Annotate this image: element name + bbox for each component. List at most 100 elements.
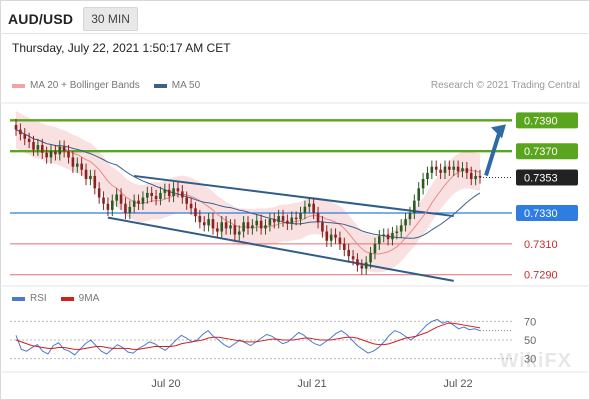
candle-body	[439, 169, 442, 173]
candle-body	[172, 188, 175, 196]
candle-body	[111, 200, 114, 210]
legend-item-9ma: 9MA	[60, 293, 99, 304]
candle-body	[469, 172, 473, 180]
candle-body	[369, 253, 372, 263]
candle-body	[106, 203, 110, 210]
candle-body	[198, 216, 202, 223]
x-tick-label-0: Jul 20	[151, 378, 180, 390]
candle-body	[399, 225, 403, 232]
candle-body	[443, 166, 447, 173]
candle-body	[150, 192, 153, 196]
candle-body	[360, 265, 364, 269]
candle-body	[395, 231, 399, 234]
legend-item-ma20: MA 20 + Bollinger Bands	[12, 80, 140, 91]
candle-body	[32, 141, 35, 150]
candle-body	[391, 233, 394, 240]
candle-body	[27, 138, 31, 142]
ma50-swatch-icon	[153, 83, 167, 88]
candle-body	[347, 250, 350, 257]
candle-body	[259, 220, 263, 229]
candle-body	[294, 217, 298, 220]
candle-body	[211, 219, 215, 229]
level-label-3: 0.7330	[524, 208, 558, 220]
candle-body	[338, 237, 342, 244]
candle-body	[176, 188, 180, 192]
candle-body	[75, 163, 79, 167]
candle-body	[382, 234, 385, 237]
candle-body	[417, 188, 421, 201]
candle-body	[146, 192, 149, 198]
forecast-arrow-icon	[491, 124, 506, 139]
legend-label-ma50: MA 50	[171, 80, 201, 91]
rsi-series-1	[15, 322, 481, 350]
candle-body	[154, 196, 158, 200]
candle-body	[421, 179, 425, 189]
level-label-0: 0.7390	[524, 115, 558, 127]
candle-body	[216, 228, 219, 232]
9ma-swatch-icon	[60, 296, 74, 301]
candle-body	[373, 243, 377, 254]
candle-body	[413, 200, 416, 213]
forecast-arrow-shaft	[484, 129, 502, 177]
candle-body	[97, 188, 101, 198]
legend-label-rsi: RSI	[30, 293, 47, 304]
candle-body	[181, 191, 184, 198]
candle-body	[67, 151, 70, 158]
candle-body	[45, 152, 48, 158]
rsi-series-0	[15, 318, 481, 356]
candle-body	[325, 231, 329, 241]
candle-body	[246, 222, 250, 229]
level-label-1: 0.7370	[524, 146, 558, 158]
candle-body	[224, 222, 228, 229]
candle-body	[242, 222, 245, 232]
ma50-line	[15, 129, 481, 239]
candle-body	[303, 206, 307, 213]
level-label-5: 0.7290	[524, 270, 558, 282]
candle-body	[202, 222, 206, 226]
candle-body	[19, 129, 22, 135]
x-tick-label-2: Jul 22	[443, 378, 472, 390]
channel-lower-line	[107, 216, 454, 282]
candle-body	[264, 225, 267, 229]
candle-body	[23, 134, 27, 139]
candle-body	[237, 231, 241, 235]
rsi-tick-label-50: 50	[524, 335, 536, 347]
candle-body	[281, 216, 285, 221]
candle-body	[351, 256, 355, 260]
candle-body	[329, 234, 333, 241]
candle-body	[356, 259, 359, 266]
level-tag-3	[516, 204, 578, 221]
candle-body	[185, 197, 189, 204]
rsi-tick-label-70: 70	[524, 316, 536, 328]
candle-body	[255, 220, 259, 226]
candle-body	[40, 145, 44, 153]
candle-body	[132, 200, 136, 207]
ma20-swatch-icon	[12, 83, 25, 88]
timeframe-badge[interactable]: 30 MIN	[83, 7, 138, 31]
candle-body	[408, 212, 412, 220]
candle-body	[115, 194, 118, 201]
candle-body	[36, 145, 40, 150]
candle-body	[452, 166, 456, 170]
candle-body	[299, 212, 302, 220]
candle-body	[62, 146, 66, 152]
candle-body	[474, 175, 477, 180]
level-tag-2	[516, 169, 578, 186]
candle-body	[163, 189, 167, 193]
candle-body	[364, 262, 368, 269]
candle-body	[448, 166, 451, 170]
candle-body	[167, 189, 171, 196]
candle-body	[343, 243, 346, 251]
x-tick-label-1: Jul 21	[297, 378, 326, 390]
candle-body	[426, 172, 429, 180]
watermark-logo: WikiFX	[499, 350, 572, 372]
legend-label-ma20: MA 20 + Bollinger Bands	[30, 80, 140, 91]
rsi-legend: RSI 9MA	[12, 293, 113, 304]
candle-body	[456, 166, 460, 172]
candle-body	[102, 197, 105, 204]
candle-body	[478, 175, 482, 178]
candle-body	[434, 166, 438, 170]
copyright: Research © 2021 Trading Central	[430, 80, 580, 91]
channel-upper-line	[134, 174, 454, 218]
